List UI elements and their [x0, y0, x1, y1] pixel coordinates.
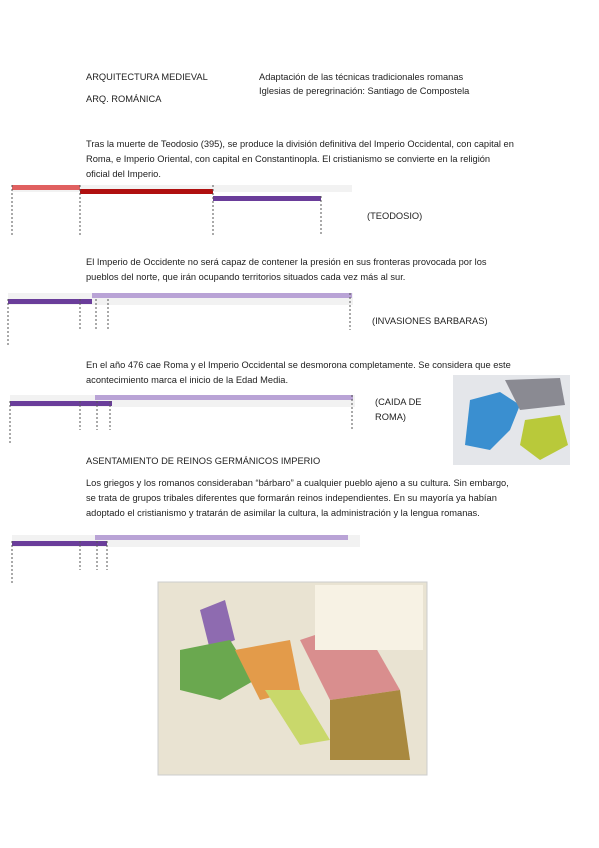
- heading: ASENTAMIENTO DE REINOS GERMÁNICOS IMPERI…: [86, 456, 321, 466]
- paragraph: El Imperio de Occidente no será capaz de…: [86, 257, 487, 282]
- timeline: [9, 395, 355, 445]
- timeline: [11, 535, 360, 585]
- subtitle: ARQ. ROMÁNICA: [86, 94, 162, 104]
- title: ARQUITECTURA MEDIEVAL: [86, 72, 208, 82]
- note: Adaptación de las técnicas tradicionales…: [259, 72, 464, 82]
- paragraph: Los griegos y los romanos consideraban “…: [86, 478, 509, 518]
- paragraph: Tras la muerte de Teodosio (395), se pro…: [86, 139, 514, 179]
- timeline: [11, 185, 352, 235]
- map-image: [157, 581, 428, 776]
- label: (TEODOSIO): [367, 211, 423, 221]
- note: Iglesias de peregrinación: Santiago de C…: [259, 86, 470, 96]
- paragraph: En el año 476 cae Roma y el Imperio Occi…: [86, 360, 511, 385]
- label: (INVASIONES BARBARAS): [372, 316, 488, 326]
- label: (CAIDA DE ROMA): [375, 397, 422, 422]
- timeline: [7, 293, 353, 345]
- map-image: [453, 375, 570, 465]
